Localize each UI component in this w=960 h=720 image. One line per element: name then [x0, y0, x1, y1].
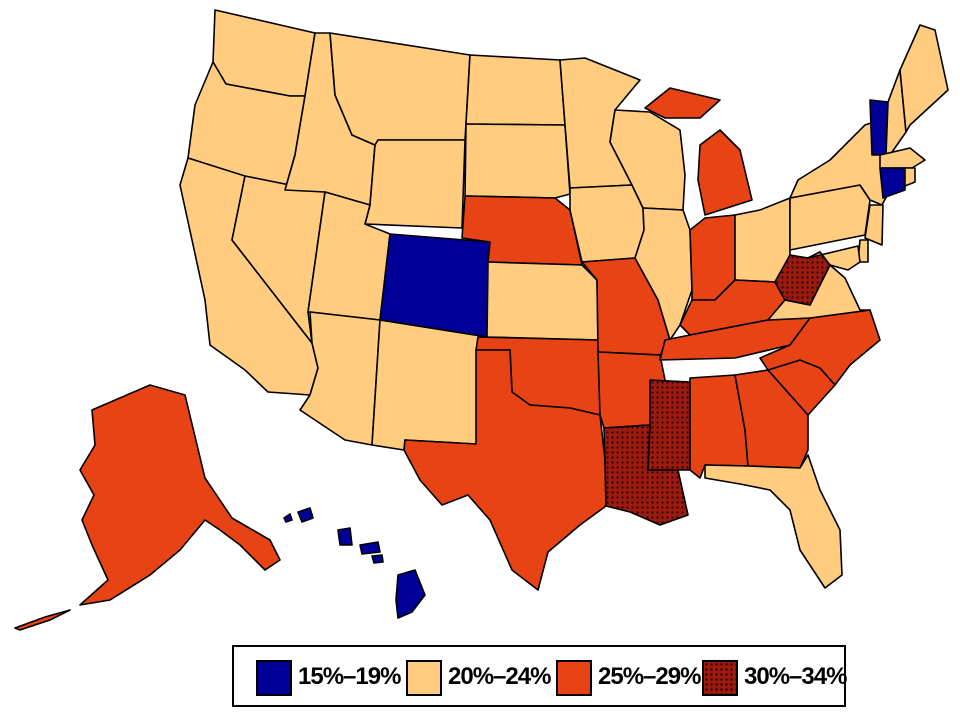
legend-swatch-20-24	[406, 660, 442, 696]
state-RI	[904, 167, 916, 187]
us-map	[14, 9, 949, 631]
state-AK	[14, 384, 281, 631]
legend-swatch-25-29	[556, 660, 592, 696]
state-NJ	[864, 204, 884, 246]
state-TX	[403, 349, 607, 591]
state-ME	[899, 24, 949, 133]
state-IL	[634, 207, 693, 341]
legend-label-25-29: 25%–29%	[598, 663, 701, 690]
legend-label-20-24: 20%–24%	[448, 663, 551, 690]
legend-label-15-19: 15%–19%	[298, 663, 401, 690]
state-CT	[879, 167, 906, 199]
state-HI	[283, 507, 426, 619]
state-NH	[885, 69, 907, 156]
state-MA	[879, 147, 926, 169]
state-CO	[379, 233, 491, 338]
legend: 15%–19% 20%–24% 25%–29% 30%–34%	[232, 645, 847, 707]
state-MS	[647, 379, 691, 471]
state-WY	[364, 139, 466, 229]
state-FL	[704, 454, 843, 589]
state-MI	[644, 87, 753, 216]
legend-label-30-34: 30%–34%	[744, 663, 847, 690]
state-SD	[464, 123, 571, 199]
state-MD	[807, 245, 861, 271]
state-MT	[329, 32, 471, 146]
state-KS	[486, 261, 599, 341]
state-ND	[465, 54, 566, 126]
state-VT	[869, 99, 889, 156]
legend-swatch-30-34	[702, 660, 738, 696]
state-WA	[212, 9, 316, 97]
state-NM	[371, 319, 488, 451]
state-IA	[569, 184, 645, 263]
legend-swatch-15-19	[256, 660, 292, 696]
